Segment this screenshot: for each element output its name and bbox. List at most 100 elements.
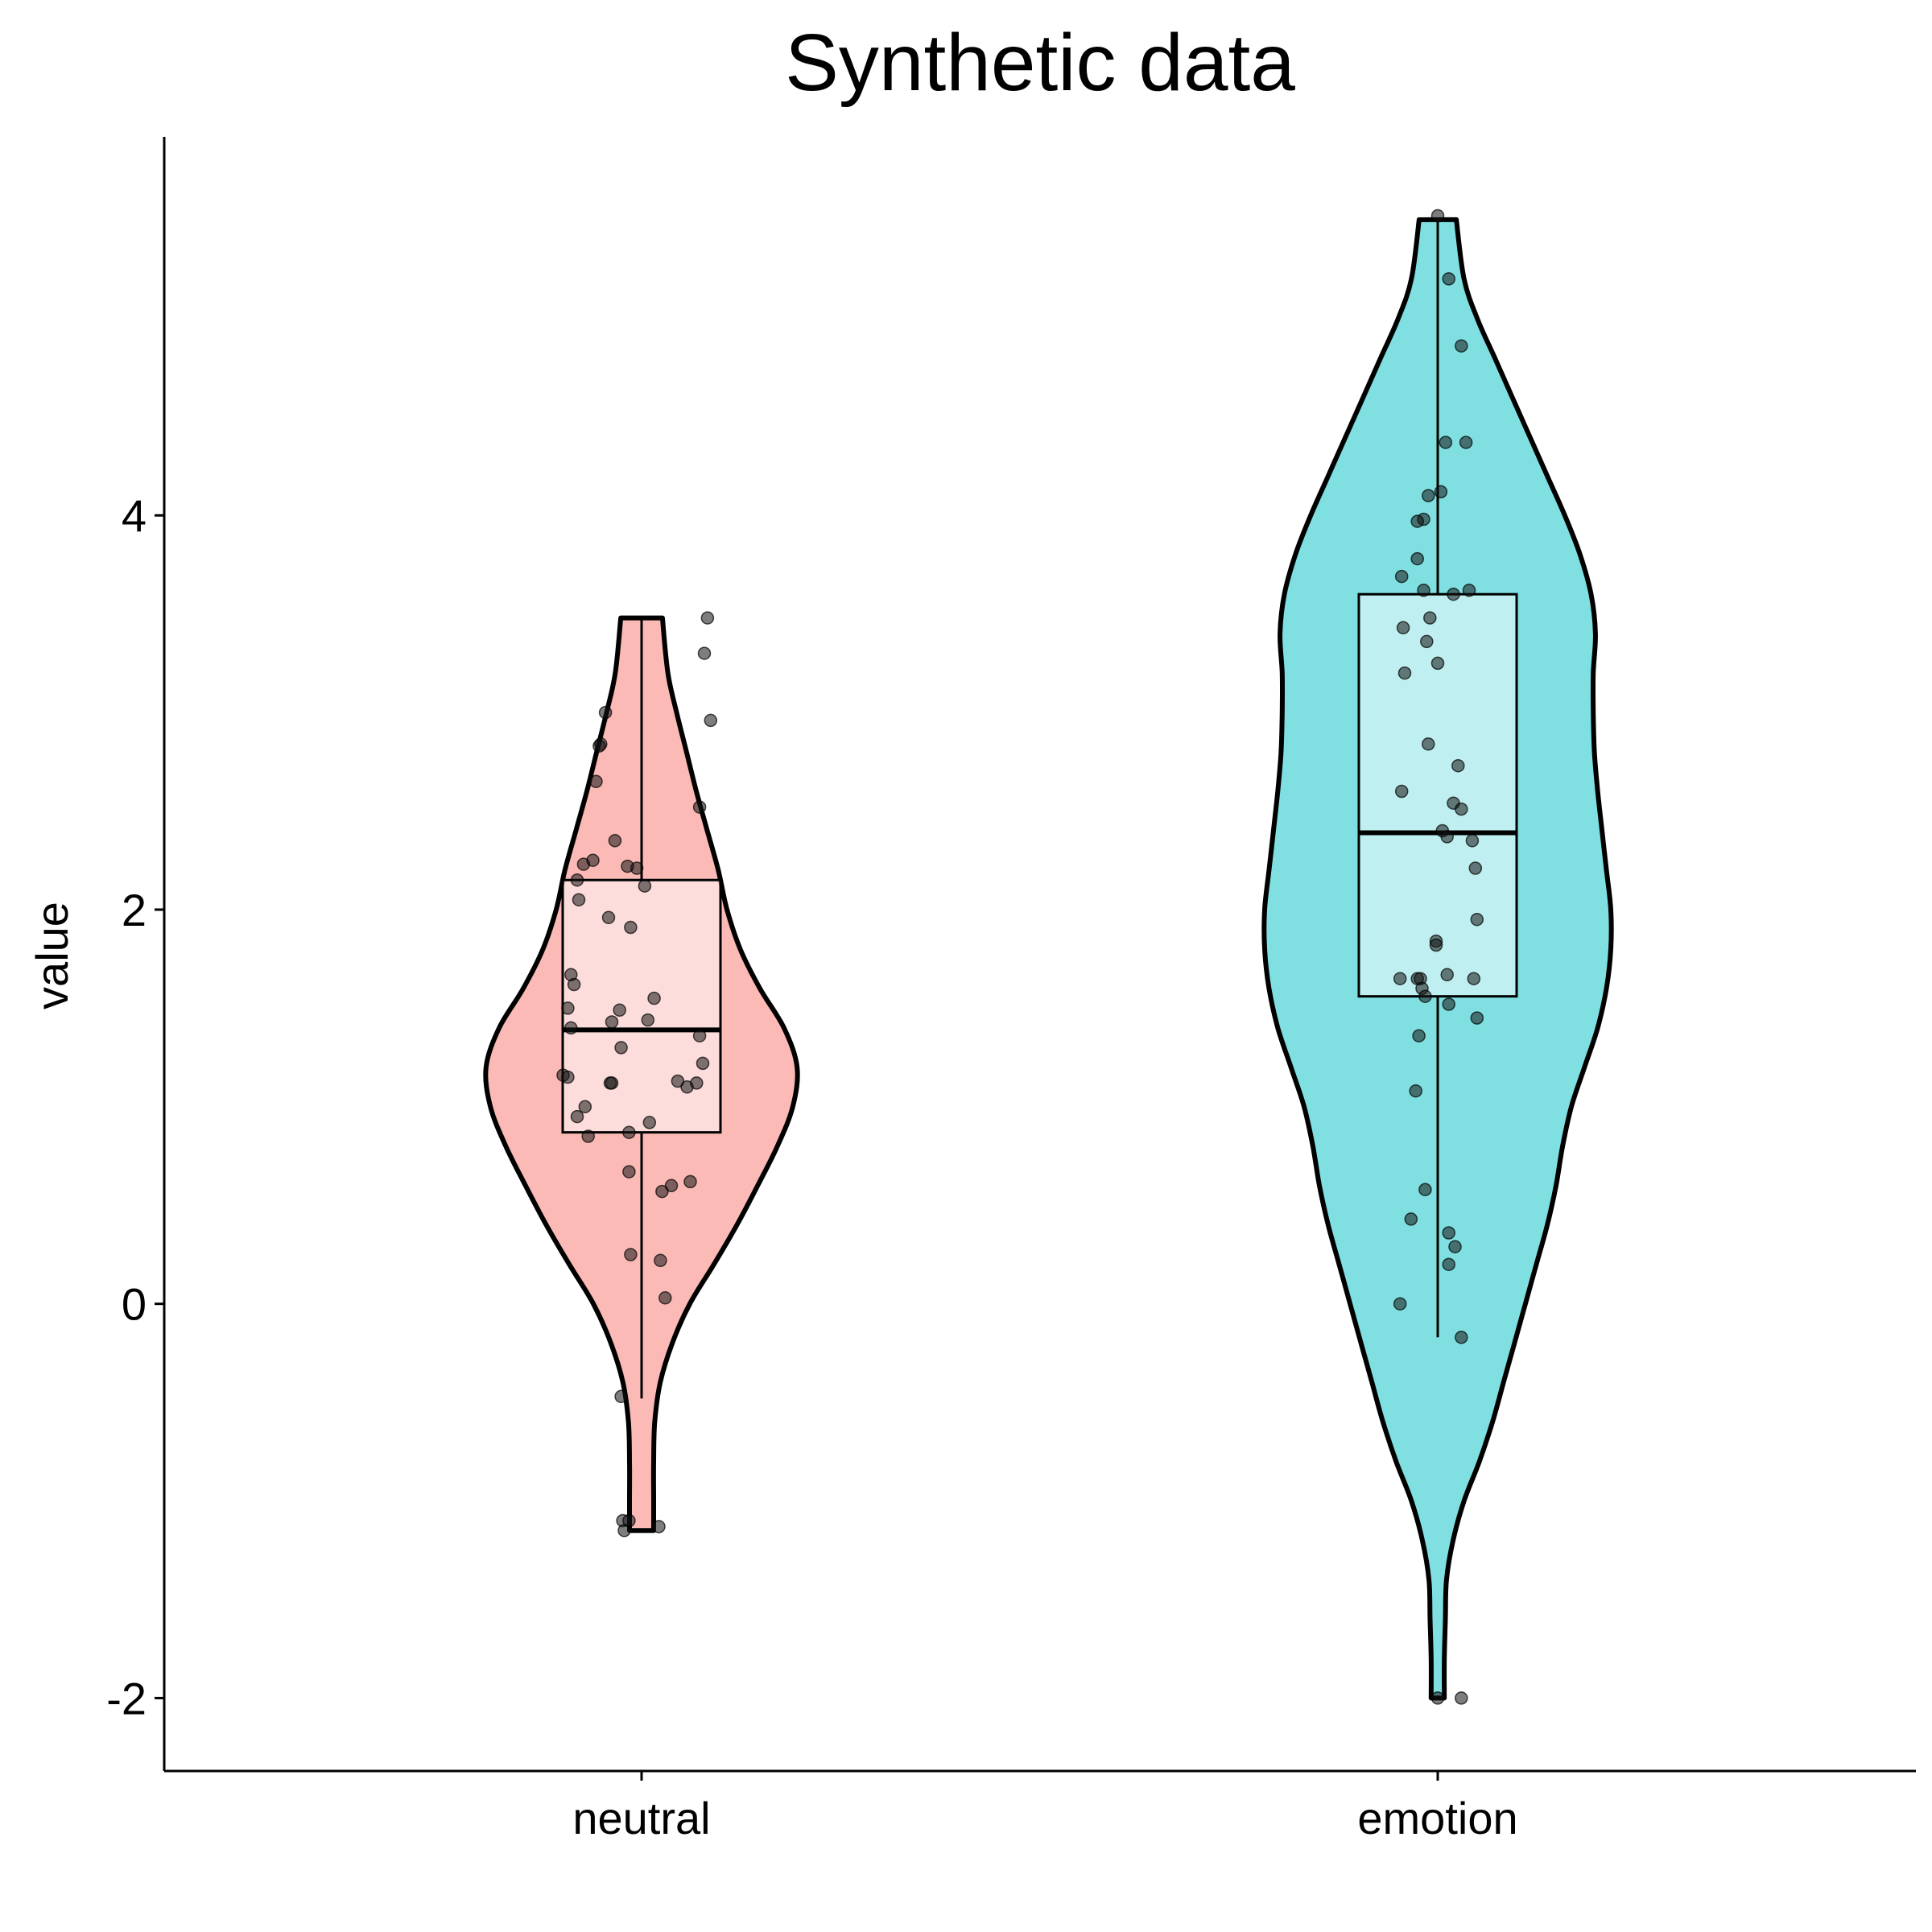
- data-point: [1404, 1212, 1418, 1226]
- data-point: [1430, 1691, 1445, 1705]
- data-point: [572, 893, 586, 906]
- data-point: [680, 1080, 694, 1094]
- data-point: [605, 1015, 619, 1029]
- data-point: [1455, 339, 1468, 353]
- data-point: [1462, 584, 1476, 597]
- data-point: [601, 910, 616, 925]
- data-point: [570, 873, 584, 887]
- data-point: [608, 834, 622, 848]
- data-point: [1394, 569, 1409, 584]
- data-point: [1440, 968, 1454, 982]
- points-emotion: [1393, 208, 1484, 1705]
- box-neutral: [561, 878, 722, 1134]
- data-point: [704, 713, 718, 728]
- data-point: [589, 774, 603, 789]
- data-point: [1429, 938, 1443, 952]
- data-point: [621, 859, 634, 873]
- data-point: [647, 991, 661, 1005]
- data-point: [1442, 1257, 1455, 1271]
- data-point: [1393, 1297, 1407, 1311]
- x-tick-label-emotion: emotion: [1357, 1793, 1517, 1843]
- data-point: [586, 853, 600, 867]
- data-point: [1430, 656, 1445, 671]
- data-point: [1442, 1226, 1455, 1240]
- data-point: [1447, 587, 1460, 601]
- points-neutral: [556, 611, 718, 1538]
- data-point: [614, 1389, 628, 1404]
- data-point: [1451, 758, 1465, 773]
- data-point: [578, 1100, 592, 1114]
- data-point: [1393, 972, 1407, 985]
- data-point: [581, 1129, 595, 1143]
- data-point: [638, 879, 652, 893]
- data-point: [1397, 666, 1412, 680]
- data-point: [1420, 634, 1434, 649]
- data-point: [1418, 989, 1432, 1003]
- data-point: [624, 1248, 638, 1261]
- data-point: [622, 1165, 636, 1179]
- data-point: [1442, 272, 1455, 286]
- data-point: [613, 1003, 626, 1018]
- data-point: [592, 739, 606, 753]
- data-point: [1455, 1691, 1468, 1705]
- data-point: [1459, 436, 1473, 449]
- data-point: [564, 968, 578, 982]
- data-point: [1455, 802, 1468, 816]
- y-axis: -2 0 2 4: [106, 137, 166, 1771]
- data-point: [570, 1109, 584, 1124]
- data-point: [1423, 611, 1437, 625]
- data-point: [658, 1291, 672, 1305]
- data-point: [614, 1041, 628, 1055]
- data-point: [1422, 489, 1435, 502]
- data-point: [652, 1520, 666, 1534]
- data-point: [696, 1056, 710, 1071]
- data-point: [692, 1029, 707, 1042]
- data-point: [622, 1125, 636, 1139]
- data-point: [1409, 1084, 1422, 1098]
- data-point: [654, 1253, 667, 1268]
- y-tick-label: 0: [122, 1279, 147, 1330]
- data-point: [655, 1184, 669, 1199]
- data-point: [622, 1513, 636, 1528]
- data-point: [683, 1174, 697, 1189]
- data-point: [697, 646, 712, 660]
- data-point: [561, 1070, 575, 1084]
- plot-area: [483, 208, 1614, 1705]
- data-point: [692, 800, 707, 814]
- data-point: [1467, 972, 1481, 985]
- data-point: [1455, 1331, 1468, 1344]
- x-tick-label-neutral: neutral: [572, 1793, 710, 1843]
- y-axis-title: value: [27, 902, 77, 1009]
- data-point: [1430, 208, 1445, 223]
- data-point: [1448, 1240, 1462, 1253]
- data-point: [561, 1001, 575, 1015]
- violin-group-emotion: [1261, 208, 1614, 1705]
- y-tick-label: -2: [106, 1673, 147, 1724]
- data-point: [1434, 485, 1448, 499]
- data-point: [564, 1021, 578, 1035]
- data-point: [1442, 997, 1455, 1011]
- data-point: [1396, 621, 1410, 635]
- data-point: [1418, 1183, 1432, 1196]
- data-point: [1410, 514, 1424, 528]
- chart-title: Synthetic data: [785, 18, 1295, 108]
- data-point: [642, 1116, 657, 1129]
- data-point: [624, 920, 638, 935]
- data-point: [605, 1076, 619, 1090]
- x-axis: neutral emotion: [164, 1769, 1916, 1843]
- data-point: [1410, 551, 1424, 566]
- data-point: [1470, 1011, 1484, 1025]
- data-point: [598, 705, 613, 720]
- data-point: [1470, 912, 1484, 927]
- data-point: [671, 1074, 685, 1088]
- data-point: [1465, 834, 1480, 848]
- data-point: [1439, 436, 1453, 449]
- data-point: [700, 611, 715, 625]
- y-tick-label: 4: [122, 490, 147, 541]
- data-point: [1468, 861, 1483, 875]
- data-point: [664, 1179, 679, 1193]
- violin-group-neutral: [483, 611, 800, 1538]
- data-point: [1417, 584, 1430, 597]
- data-point: [1394, 784, 1409, 799]
